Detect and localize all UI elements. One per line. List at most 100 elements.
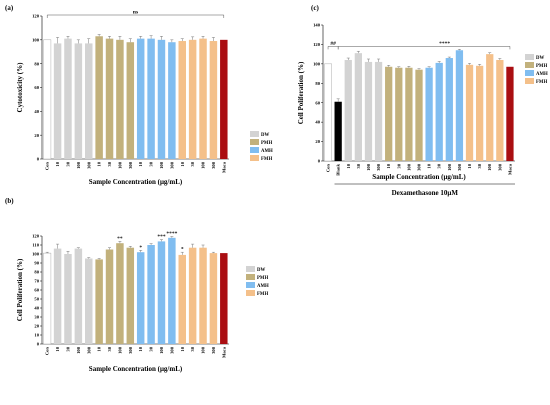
panel-3-x-tick-label: 10: [346, 163, 351, 168]
panel-1-bar: [147, 38, 155, 160]
panel-1-y-tick-label: 20: [34, 133, 39, 138]
panel-2-y-tick-label: 120: [32, 234, 40, 239]
panel-1-bar: [74, 43, 83, 159]
panel-1-legend-label: DW: [261, 133, 269, 138]
panel-1-legend-swatch-fmh: [250, 155, 259, 161]
panel-2-bar: [188, 247, 197, 344]
panel-2-x-tick-label: 100: [76, 346, 81, 354]
panel-3-x-tick-label: 100: [487, 163, 492, 171]
panel-1-bar: [220, 39, 228, 160]
panel-3-bar: [344, 59, 352, 161]
panel-3-bar: [445, 58, 453, 161]
panel-2-x-tick-label: 10: [180, 346, 185, 351]
panel-3-y-tick-label: 60: [315, 100, 320, 105]
panel-2-x-tick-label: 30: [107, 346, 112, 351]
panel-2-significance-mark: ***: [157, 234, 166, 240]
panel-2-x-tick-label: 300: [86, 346, 91, 354]
panel-3-x-tick-label: 10: [467, 163, 472, 168]
panel-1-x-tick-label: 300: [86, 161, 91, 169]
panel-2-legend-label: PMH: [257, 276, 268, 281]
panel-3-bar: [334, 101, 342, 161]
panel-2-bar: [105, 249, 114, 344]
panel-2-x-axis-title: Sample Concentration (μg/mL): [89, 365, 183, 373]
panel-3-bar: [385, 66, 393, 161]
panel-1-bar: [126, 42, 135, 159]
panel-2-bar: [178, 254, 186, 344]
panel-1-y-axis-title: Cytotoxicity (%): [16, 62, 24, 113]
panel-2-significance-mark: ****: [166, 231, 177, 237]
panel-1-significance-label: ns: [133, 10, 138, 16]
panel-1-x-tick-label: 30: [65, 161, 70, 166]
panel-2-bar: [220, 253, 228, 344]
panel-1-significance-bracket: [46, 14, 225, 18]
panel-2-x-tick-label: 100: [159, 346, 164, 354]
panel-3-x-tick-label: 30: [437, 163, 442, 168]
panel-3-x-tick-label: 100: [366, 163, 371, 171]
panel-2-legend-swatch-dw: [246, 266, 255, 272]
panel-2-bar: [85, 258, 93, 344]
panel-3-x-tick-label: 300: [417, 163, 422, 171]
panel-1-bar: [178, 41, 186, 159]
panel-2-y-tick-label: 30: [34, 315, 39, 320]
panel-2-bar: [74, 248, 83, 344]
panel-2-bar: [199, 247, 207, 344]
panel-1-bar: [199, 38, 207, 160]
panel-1-bar: [64, 38, 72, 160]
panel-2-y-tick-label: 0: [37, 342, 40, 347]
panel-1-x-tick-label: 100: [201, 161, 206, 169]
panel-3-x-tick-label: 300: [497, 163, 502, 171]
panel-2-y-tick-label: 40: [34, 306, 39, 311]
panel-1-legend-swatch-amh: [250, 147, 259, 153]
panel-1-bar: [85, 43, 93, 159]
panel-3-x-tick-label: 100: [447, 163, 452, 171]
panel-3-legend-swatch-pmh: [525, 62, 534, 68]
panel-2-y-tick-label: 110: [32, 243, 39, 248]
panel-2-bar: [53, 248, 62, 344]
panel-3-legend-swatch-fmh: [525, 78, 534, 84]
panel-1-bar: [168, 42, 176, 159]
panel-2-y-tick-label: 50: [34, 297, 39, 302]
panel-3-significance-label: ##: [330, 41, 336, 47]
panel-2-bar: [64, 254, 72, 344]
panel-2-x-tick-label: 300: [211, 346, 216, 354]
panel-1-x-tick-label: 300: [128, 161, 133, 169]
panel-1-y-tick-label: 0: [37, 157, 40, 162]
panel-1-bar: [188, 39, 197, 160]
panel-2-y-tick-label: 100: [32, 252, 40, 257]
panel-1-x-tick-label: Maca: [221, 161, 226, 173]
panel-2-x-tick-label: Con: [45, 347, 50, 356]
panel-2-legend-label: DW: [257, 268, 265, 273]
panel-2-bar: [168, 237, 176, 344]
panel-1-x-tick-label: 30: [190, 161, 195, 166]
panel-1-y-tick-label: 60: [34, 85, 39, 90]
panel-1-x-tick-label: 10: [138, 161, 143, 166]
panel-3-legend-label: PMH: [536, 64, 547, 69]
panel-1-x-tick-label: 30: [149, 161, 154, 166]
panel-1-y-tick-label: 100: [32, 37, 40, 42]
panel-3-x-tick-label: 10: [427, 163, 432, 168]
panel-3-y-tick-label: 0: [318, 159, 321, 164]
panel-3-y-tick-label: 120: [313, 42, 321, 47]
panel-3-bar: [354, 53, 363, 161]
panel-3-bar: [425, 67, 433, 161]
panel-1-x-tick-label: 10: [55, 161, 60, 166]
panel-3-bar: [405, 67, 413, 161]
panel-3-bar: [475, 65, 484, 161]
panel-2-legend-label: AMH: [257, 284, 269, 289]
panel-3-legend-swatch-dw: [525, 54, 534, 60]
panel-2-x-tick-label: 30: [149, 346, 154, 351]
panel-2-significance-mark: **: [117, 236, 123, 242]
panel-2-significance-mark: *: [181, 247, 184, 253]
panel-2-bar: [116, 243, 124, 344]
panel-1-bar: [157, 39, 166, 160]
panel-2-x-tick-label: 10: [138, 346, 143, 351]
panel-2-bar: [157, 241, 166, 344]
panel-2-y-tick-label: 90: [34, 261, 39, 266]
panel-1-x-tick-label: 30: [107, 161, 112, 166]
panel-1-x-tick-label: 100: [159, 161, 164, 169]
panel-2-y-tick-label: 70: [34, 279, 39, 284]
panel-2-bar: [136, 252, 145, 344]
panel-1-bar: [116, 39, 124, 160]
